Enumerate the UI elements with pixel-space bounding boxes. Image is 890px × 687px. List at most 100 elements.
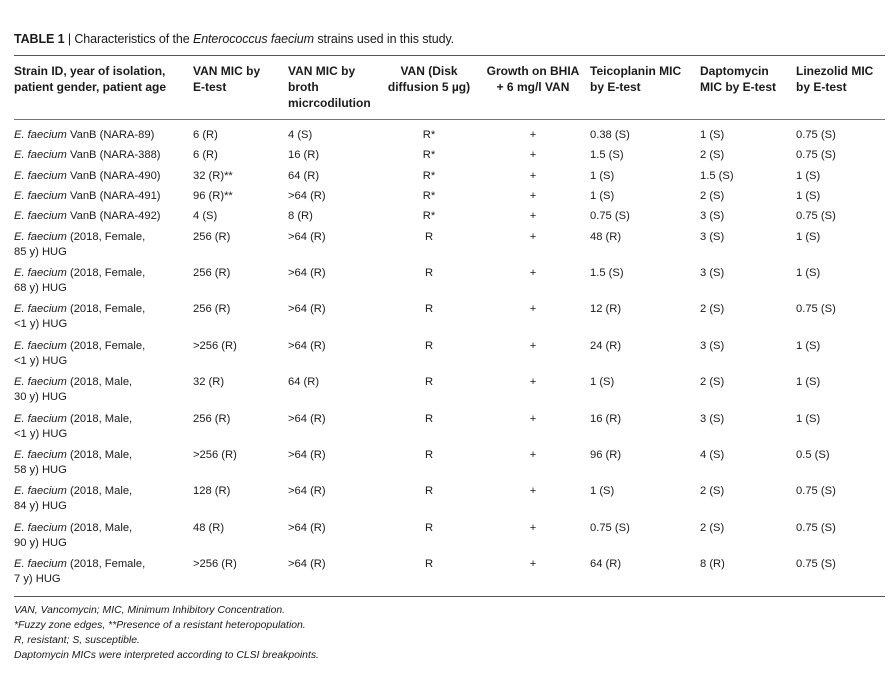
strain-line: E. faecium (2018, Female, bbox=[14, 339, 145, 354]
strain-line: E. faecium (2018, Male, bbox=[14, 448, 132, 463]
strain-cell: E. faecium (2018, Female, 85 y) HUG bbox=[14, 230, 145, 260]
strain-id: (2018, Female, bbox=[66, 231, 146, 243]
dapto-cell: 3 (S) bbox=[700, 210, 725, 222]
species-name: E. faecium bbox=[14, 449, 67, 461]
header-line: Growth on BHIA bbox=[486, 64, 580, 78]
strain-line: E. faecium (2018, Male, bbox=[14, 521, 132, 536]
van-disk-cell: R bbox=[424, 485, 434, 497]
header-line: Linezolid MIC bbox=[796, 64, 874, 78]
strain-line-2: 7 y) HUG bbox=[14, 573, 61, 585]
strain-id: VanB (NARA-491) bbox=[66, 190, 161, 202]
growth-cell: + bbox=[529, 303, 537, 315]
strain-id: VanB (NARA-490) bbox=[66, 170, 161, 182]
teico-cell: 1 (S) bbox=[590, 485, 615, 497]
linez-cell: 0.75 (S) bbox=[796, 149, 836, 161]
teico-cell: 0.75 (S) bbox=[590, 210, 630, 222]
van-broth-cell: 16 (R) bbox=[288, 149, 320, 161]
linez-cell: 1 (S) bbox=[796, 376, 821, 388]
growth-cell: + bbox=[529, 413, 537, 425]
teico-cell: 1 (S) bbox=[590, 190, 615, 202]
growth-cell: + bbox=[529, 170, 537, 182]
species-name: E. faecium bbox=[14, 558, 67, 570]
van-disk-cell: R bbox=[424, 558, 434, 570]
caption-species: Enterococcus faecium bbox=[192, 32, 314, 46]
teico-cell: 1.5 (S) bbox=[590, 149, 624, 161]
header-rule bbox=[14, 119, 885, 120]
dapto-cell: 1 (S) bbox=[700, 129, 725, 141]
linez-cell: 0.5 (S) bbox=[796, 449, 830, 461]
growth-cell: + bbox=[529, 449, 537, 461]
van-etest-cell: 32 (R)** bbox=[193, 170, 233, 182]
species-name: E. faecium bbox=[14, 485, 67, 497]
dapto-cell: 4 (S) bbox=[700, 449, 725, 461]
strain-cell: E. faecium VanB (NARA-490) bbox=[14, 169, 161, 184]
linez-cell: 0.75 (S) bbox=[796, 522, 836, 534]
van-disk-cell: R* bbox=[422, 210, 436, 222]
species-name: E. faecium bbox=[14, 231, 67, 243]
strain-line-2: 30 y) HUG bbox=[14, 391, 67, 403]
van-etest-cell: 256 (R) bbox=[193, 267, 231, 279]
linez-cell: 1 (S) bbox=[796, 413, 821, 425]
dapto-cell: 2 (S) bbox=[700, 303, 725, 315]
van-etest-cell: 128 (R) bbox=[193, 485, 231, 497]
strain-line: E. faecium (2018, Female, bbox=[14, 230, 145, 245]
strain-id: (2018, Male, bbox=[66, 522, 133, 534]
growth-cell: + bbox=[529, 485, 537, 497]
linez-cell: 1 (S) bbox=[796, 170, 821, 182]
van-broth-cell: >64 (R) bbox=[288, 340, 326, 352]
header-line: broth bbox=[288, 80, 319, 94]
linez-cell: 0.75 (S) bbox=[796, 210, 836, 222]
header-line: E-test bbox=[193, 80, 227, 94]
van-disk-cell: R bbox=[424, 376, 434, 388]
strain-line-2: 58 y) HUG bbox=[14, 464, 67, 476]
van-broth-cell: >64 (R) bbox=[288, 558, 326, 570]
strain-id: VanB (NARA-492) bbox=[66, 210, 161, 222]
dapto-cell: 2 (S) bbox=[700, 522, 725, 534]
species-name: E. faecium bbox=[14, 267, 67, 279]
strain-cell: E. faecium VanB (NARA-89) bbox=[14, 128, 154, 143]
header-strain: Strain ID, year of isolation, patient ge… bbox=[14, 63, 166, 95]
van-etest-cell: 256 (R) bbox=[193, 231, 231, 243]
strain-line: E. faecium VanB (NARA-492) bbox=[14, 209, 161, 224]
van-disk-cell: R bbox=[424, 231, 434, 243]
van-etest-cell: 6 (R) bbox=[193, 149, 218, 161]
header-line: by E-test bbox=[796, 80, 847, 94]
header-line: by E-test bbox=[590, 80, 641, 94]
strain-id: (2018, Male, bbox=[66, 413, 133, 425]
dapto-cell: 2 (S) bbox=[700, 149, 725, 161]
strain-cell: E. faecium (2018, Female, <1 y) HUG bbox=[14, 302, 145, 332]
van-broth-cell: >64 (R) bbox=[288, 449, 326, 461]
van-disk-cell: R* bbox=[422, 170, 436, 182]
strain-id: (2018, Male, bbox=[66, 485, 133, 497]
strain-cell: E. faecium (2018, Male, 58 y) HUG bbox=[14, 448, 132, 478]
van-disk-cell: R bbox=[424, 303, 434, 315]
strain-line-2: <1 y) HUG bbox=[14, 355, 68, 367]
teico-cell: 1 (S) bbox=[590, 170, 615, 182]
header-van-disk: VAN (Disk diffusion 5 µg) bbox=[378, 63, 480, 95]
strain-id: (2018, Female, bbox=[66, 340, 146, 352]
dapto-cell: 1.5 (S) bbox=[700, 170, 734, 182]
footnote: R, resistant; S, susceptible. bbox=[14, 635, 140, 646]
strain-id: (2018, Female, bbox=[66, 267, 146, 279]
strain-line-2: 84 y) HUG bbox=[14, 500, 67, 512]
dapto-cell: 3 (S) bbox=[700, 413, 725, 425]
strain-id: VanB (NARA-89) bbox=[66, 129, 155, 141]
strain-cell: E. faecium (2018, Male, 90 y) HUG bbox=[14, 521, 132, 551]
strain-cell: E. faecium (2018, Female, 68 y) HUG bbox=[14, 266, 145, 296]
growth-cell: + bbox=[529, 231, 537, 243]
van-disk-cell: R bbox=[424, 522, 434, 534]
header-line: + 6 mg/l VAN bbox=[496, 80, 570, 94]
caption-text-before: Characteristics of the bbox=[74, 32, 193, 46]
strain-line: E. faecium (2018, Male, bbox=[14, 375, 132, 390]
growth-cell: + bbox=[529, 190, 537, 202]
van-etest-cell: 32 (R) bbox=[193, 376, 225, 388]
van-disk-cell: R bbox=[424, 267, 434, 279]
van-broth-cell: >64 (R) bbox=[288, 485, 326, 497]
header-line: MIC by E-test bbox=[700, 80, 777, 94]
dapto-cell: 3 (S) bbox=[700, 340, 725, 352]
van-broth-cell: 64 (R) bbox=[288, 170, 320, 182]
van-broth-cell: 8 (R) bbox=[288, 210, 313, 222]
species-name: E. faecium bbox=[14, 149, 67, 161]
growth-cell: + bbox=[529, 210, 537, 222]
growth-cell: + bbox=[529, 149, 537, 161]
